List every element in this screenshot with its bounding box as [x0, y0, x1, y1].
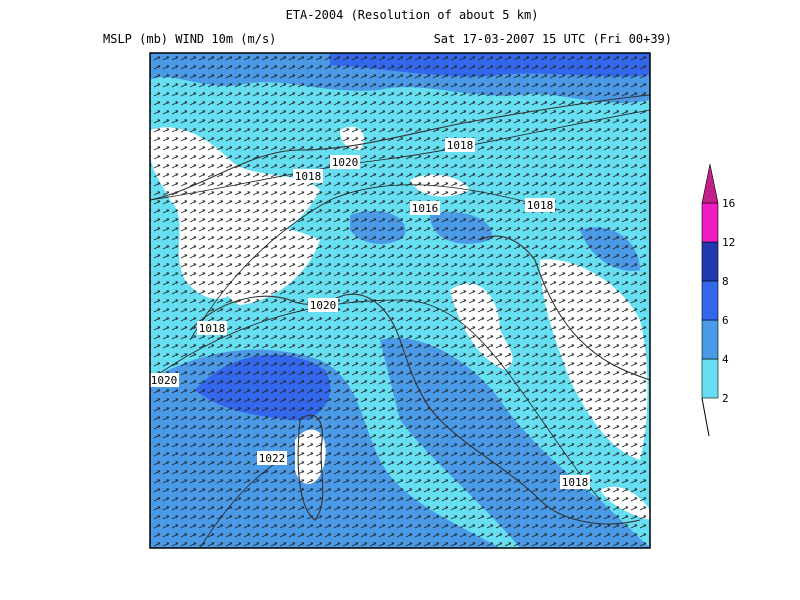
- isobar-label: 1020: [332, 156, 359, 169]
- isobar-label-box: [445, 138, 475, 152]
- colorbar-label: 6: [722, 314, 729, 327]
- colorbar-extension: [701, 163, 719, 204]
- isobar-label: 1022: [259, 452, 286, 465]
- isobar-label-box: [560, 475, 590, 489]
- colorbar-label: 12: [722, 236, 735, 249]
- colorbar-label: 16: [722, 197, 735, 210]
- colorbar-label: 8: [722, 275, 729, 288]
- isobar-label-box: [257, 451, 287, 465]
- coastlines: [150, 94, 650, 525]
- isobar-label: 1018: [447, 139, 474, 152]
- isobar-label-box: [525, 198, 555, 212]
- isobar-label-box: [330, 155, 360, 169]
- colorbar-segment: [701, 241, 719, 282]
- isobar-label: 1018: [295, 170, 322, 183]
- valid-time: Sat 17-03-2007 15 UTC (Fri 00+39): [434, 32, 672, 46]
- isobar-label: 1018: [199, 322, 226, 335]
- map-frame: [149, 52, 651, 549]
- isobar-label-box: [308, 298, 338, 312]
- isobar-label-box: [150, 373, 179, 387]
- isobar-label-box: [197, 321, 227, 335]
- isobar-label-box: [293, 169, 323, 183]
- colorbar: 2 4 6 8 12 16: [701, 163, 735, 405]
- isobar-label: 1020: [151, 374, 178, 387]
- isobar-label: 1016: [412, 202, 439, 215]
- fields-label: MSLP (mb) WIND 10m (m/s): [103, 32, 276, 46]
- isobar-label: 1018: [527, 199, 554, 212]
- colorbar-label: 4: [722, 353, 729, 366]
- colorbar-tail: [701, 397, 710, 437]
- isobar-label: 1018: [562, 476, 589, 489]
- isobar-label: 1020: [310, 299, 337, 312]
- isobar-labels: 1020 1018 1018 1016 1018 1020 1018 1020 1022 1018: [150, 138, 590, 489]
- colorbar-label: 2: [722, 392, 729, 405]
- colorbar-segment: [701, 202, 719, 243]
- wind-arrows: [150, 53, 650, 548]
- colorbar-segment: [701, 280, 719, 321]
- colorbar-segment: [701, 319, 719, 360]
- isobar-label-box: [410, 201, 440, 215]
- title: ETA-2004 (Resolution of about 5 km): [286, 8, 539, 22]
- map-area: 1020 1018 1018 1016 1018 1020 1018 1020 1022 1018: [150, 53, 650, 548]
- colorbar-segment: [701, 358, 719, 399]
